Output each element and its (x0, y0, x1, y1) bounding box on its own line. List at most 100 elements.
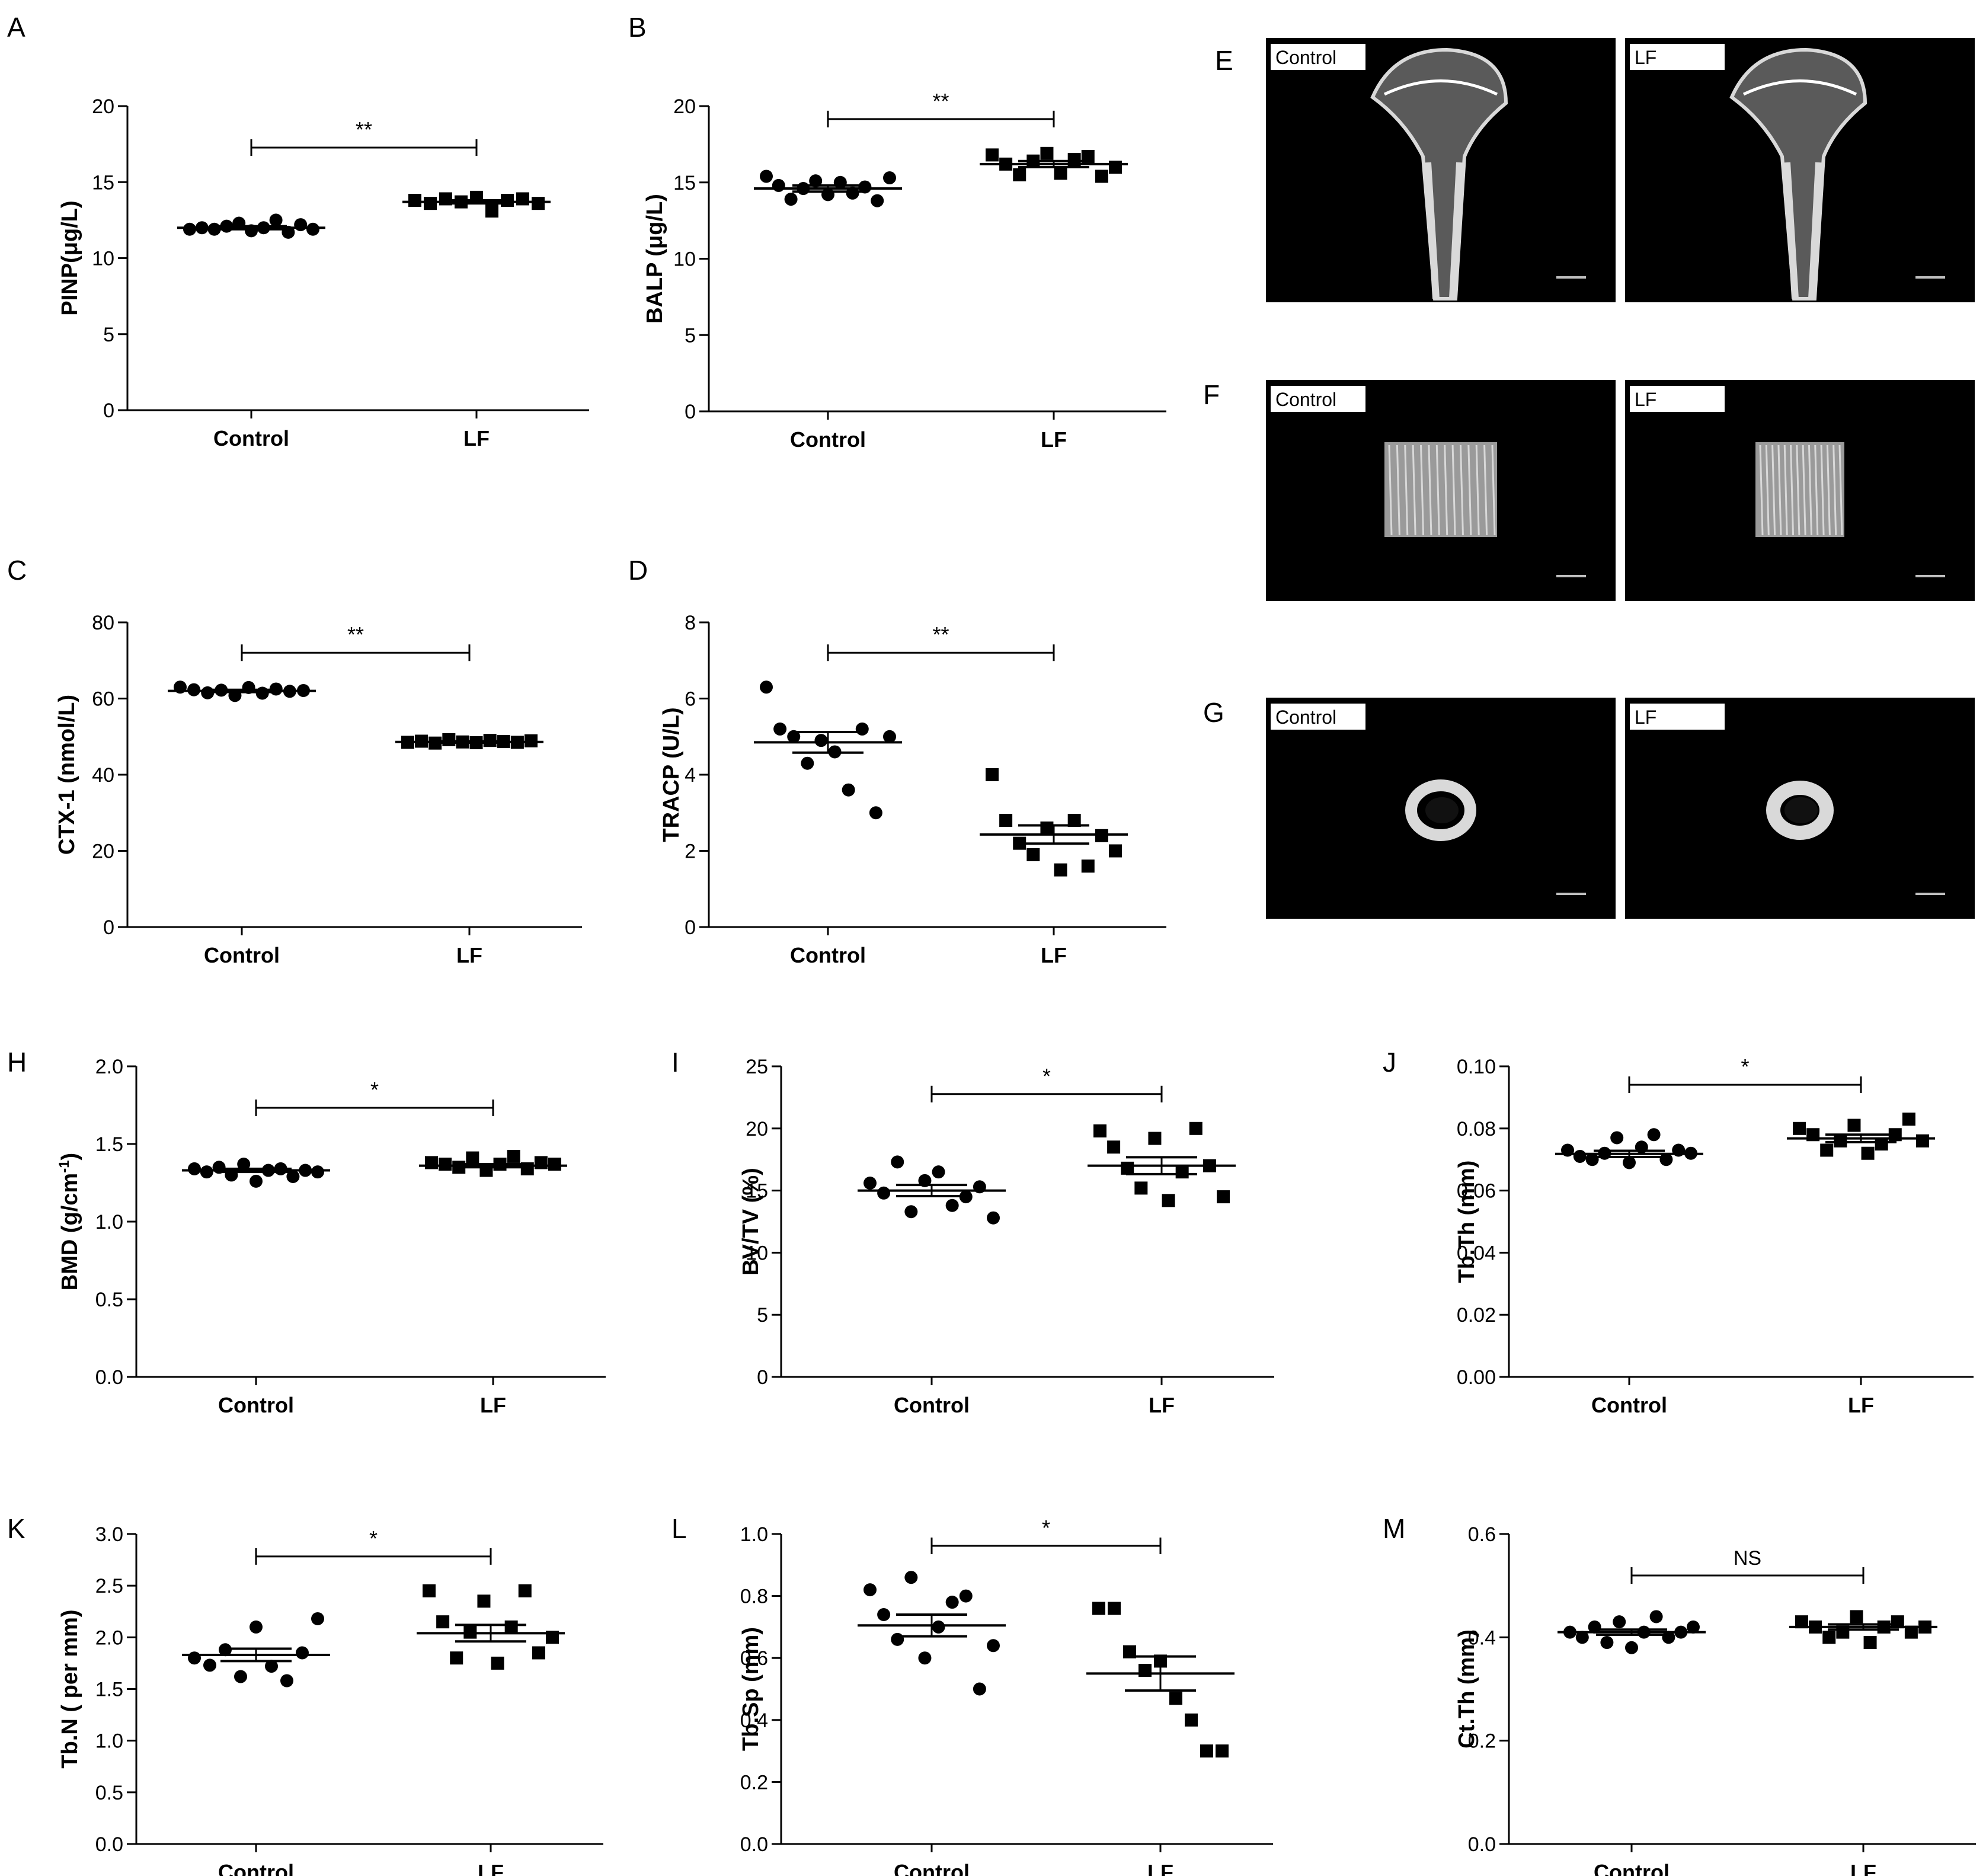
image-tag: Control (1275, 47, 1336, 68)
data-point (904, 1571, 918, 1584)
data-point (1054, 167, 1067, 180)
data-point (1175, 1165, 1189, 1179)
data-point (945, 1596, 959, 1609)
cortex-left (1783, 162, 1799, 299)
data-point (1040, 146, 1054, 160)
data-point (265, 1660, 278, 1673)
image-tag-box (1630, 386, 1725, 412)
image-panel-E: E Control LF (1215, 38, 1975, 302)
x-tick-label: LF (1147, 1860, 1173, 1876)
chart-panel-C: C 0 20 40 60 80 Control LF CTX-1 (nmol/L) ** (7, 555, 582, 967)
data-point (773, 722, 787, 736)
data-point (1625, 1641, 1638, 1654)
cortex-right (1449, 162, 1463, 299)
cortex-right (1808, 162, 1822, 299)
data-point (424, 197, 437, 210)
femur-shape (1729, 47, 1867, 301)
significance-label: * (370, 1078, 379, 1102)
chart-panel-I: I 0 5 10 15 20 25 Control LF BV/TV (%) * (671, 1047, 1274, 1417)
trabecula (1796, 445, 1800, 536)
data-point (987, 1211, 1000, 1225)
chart-panel-J: J 0.00 0.02 0.04 0.06 0.08 0.10 Control LF Tb.Th … (1383, 1047, 1974, 1417)
data-point (787, 730, 801, 743)
panel-letter: B (628, 12, 647, 43)
data-point (1109, 844, 1122, 858)
chart-panel-B: B 0 5 10 15 20 Control LF BALP (μg/L) ** (628, 12, 1166, 452)
y-tick-label: 4 (685, 764, 696, 787)
trabecula (1459, 445, 1464, 536)
x-tick-label: Control (790, 427, 866, 452)
data-point (408, 194, 421, 207)
data-point (801, 756, 814, 770)
cortex-left (1424, 162, 1440, 299)
data-point (1054, 863, 1067, 877)
data-point (973, 1682, 986, 1696)
data-point (846, 186, 859, 200)
y-tick-label: 0.5 (95, 1782, 123, 1804)
trabecula (1396, 445, 1400, 536)
y-tick-label: 0.06 (1457, 1180, 1496, 1203)
data-point (959, 1589, 973, 1603)
data-point (1861, 1146, 1875, 1160)
femur-shape (1370, 47, 1508, 301)
data-point (877, 1607, 891, 1621)
y-tick-label: 20 (673, 95, 696, 118)
trabecula (1388, 445, 1393, 536)
data-point (183, 222, 196, 236)
trabecula (1475, 445, 1480, 536)
panel-letter: G (1203, 697, 1224, 728)
data-point (864, 1583, 877, 1597)
image-tag: Control (1275, 389, 1336, 410)
growth-plate (1383, 79, 1498, 96)
y-tick-label: 2 (685, 840, 696, 863)
trabecula (1814, 445, 1819, 536)
data-point (1162, 1194, 1175, 1207)
x-tick-label: LF (463, 426, 490, 450)
chart-panel-D: D 0 2 4 6 8 Control LF TRACP (U/L) ** (628, 555, 1166, 967)
chart-panel-A: A 0 5 10 15 20 Control LF PINP(μg/L) ** (7, 12, 589, 450)
y-tick-label: 0.04 (1457, 1242, 1496, 1264)
cortical-ring (1766, 781, 1834, 840)
data-point (904, 1205, 918, 1219)
y-tick-label: 0 (685, 401, 696, 423)
panel-letter: J (1383, 1047, 1396, 1078)
data-point (986, 768, 999, 781)
y-axis-title: TRACP (U/L) (659, 707, 684, 842)
data-point (883, 171, 896, 185)
panel-letter: H (7, 1047, 27, 1078)
data-point (1138, 1664, 1152, 1677)
significance-label: * (1042, 1516, 1050, 1540)
data-point (1040, 821, 1054, 835)
panel-letter: D (628, 555, 648, 586)
x-tick-label: LF (1041, 943, 1067, 967)
panel-letter: K (7, 1513, 25, 1544)
data-point (1121, 1161, 1134, 1175)
data-point (858, 180, 872, 194)
trabecula (1420, 445, 1425, 536)
y-tick-label: 15 (746, 1180, 768, 1203)
data-point (1875, 1137, 1888, 1150)
marrow-cavity (1425, 797, 1459, 823)
y-tick-label: 0.02 (1457, 1304, 1496, 1327)
data-point (269, 213, 283, 227)
y-tick-label: 0.6 (1468, 1523, 1496, 1546)
y-tick-label: 0.0 (95, 1833, 123, 1856)
y-tick-label: 1.0 (95, 1730, 123, 1753)
trabecula (1491, 445, 1496, 536)
data-point (507, 1149, 520, 1163)
significance-label: ** (932, 89, 949, 113)
y-tick-label: 5 (685, 324, 696, 347)
panel-letter: A (7, 12, 25, 43)
data-point (188, 1162, 201, 1175)
data-point (809, 174, 823, 188)
data-point (1081, 149, 1095, 163)
panel-letter: L (671, 1513, 687, 1544)
data-point (760, 170, 773, 183)
trabecula (1838, 445, 1843, 536)
y-tick-label: 0.10 (1457, 1056, 1496, 1078)
y-tick-label: 0 (685, 916, 696, 939)
y-tick-label: 6 (685, 688, 696, 711)
significance-label: * (1042, 1064, 1051, 1088)
trabecula (1790, 445, 1795, 536)
data-point (945, 1199, 959, 1212)
